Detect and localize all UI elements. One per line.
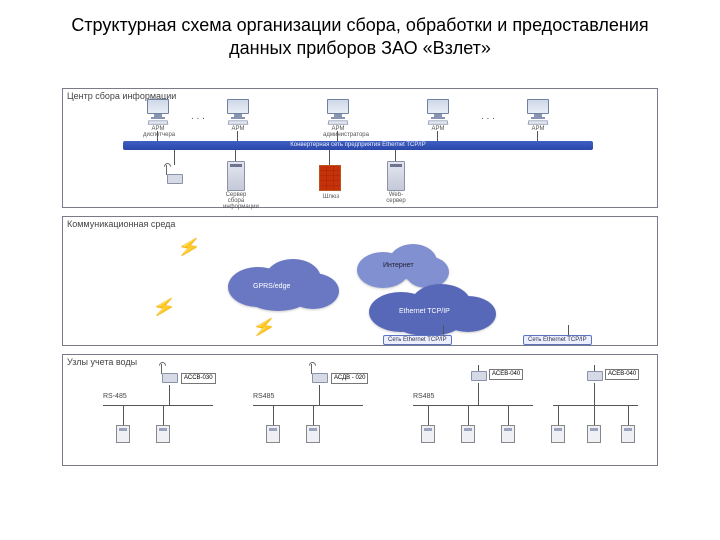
cloud-label: GPRS/edge [253,283,290,290]
cloud-icon: GPRS/edge [223,257,343,317]
workstation-icon: АРМ диспетчера [143,99,173,138]
server-icon: Сервер сбора информации [223,161,249,210]
node: АСДВ - 020 RS485 [253,365,383,460]
device-icon [587,425,601,443]
lightning-icon: ⚡ [251,315,277,340]
ellipsis-icon: . . . [191,111,205,122]
section-middle: Коммуникационная среда GPRS/edge Интерне… [62,216,658,346]
ethernet-segment: Сеть Ethernet TCP/IP [383,335,452,345]
workstation-label: АРМ [223,126,253,132]
firewall-label: Шлюз [313,194,349,200]
workstation-icon: АРМ администратора [323,99,353,138]
cloud-label: Интернет [383,262,414,269]
server-icon: Web-сервер [383,161,409,204]
device-icon [621,425,635,443]
section-top: Центр сбора информации АРМ диспетчера . … [62,88,658,208]
page-title: Структурная схема организации сбора, обр… [0,0,720,69]
node: АССВ-030 RS-485 [103,365,233,460]
device-icon [421,425,435,443]
adapter-icon [308,373,332,383]
bus-label: RS-485 [103,393,127,400]
server-label: Web-сервер [383,192,409,204]
node: АСЕВ-040 [543,365,653,460]
device-icon [266,425,280,443]
adapter-icon [583,371,607,381]
ellipsis-icon: . . . [481,111,495,122]
device-icon [551,425,565,443]
workstation-label: АРМ [523,126,553,132]
network-bus-label: Конвертерная сеть предприятия Ethernet T… [123,142,593,148]
adapter-label: АССВ-030 [181,373,216,384]
device-icon [461,425,475,443]
section-middle-label: Коммуникационная среда [67,219,175,229]
workstation-icon: АРМ [523,99,553,132]
cloud-icon: Ethernet TCP/IP [363,282,503,342]
modem-icon [163,174,187,184]
lightning-icon: ⚡ [176,235,202,260]
bus-label: RS485 [253,393,274,400]
workstation-label: АРМ администратора [323,126,353,138]
adapter-label: АСДВ - 020 [331,373,368,384]
section-bottom: Узлы учета воды АССВ-030 RS-485 АСДВ - 0… [62,354,658,466]
diagram-root: Центр сбора информации АРМ диспетчера . … [62,88,658,508]
adapter-label: АСЕВ-040 [489,369,523,380]
workstation-icon: АРМ [223,99,253,132]
server-label: Сервер сбора информации [223,192,249,210]
lightning-icon: ⚡ [151,295,177,320]
network-bus: Конвертерная сеть предприятия Ethernet T… [123,141,593,150]
adapter-label: АСЕВ-040 [605,369,639,380]
device-icon [501,425,515,443]
node: АСЕВ-040 RS485 [413,365,543,460]
workstation-label: АРМ диспетчера [143,126,173,138]
workstation-label: АРМ [423,126,453,132]
device-icon [156,425,170,443]
device-icon [116,425,130,443]
ethernet-segment: Сеть Ethernet TCP/IP [523,335,592,345]
adapter-icon [158,373,182,383]
workstation-icon: АРМ [423,99,453,132]
device-icon [306,425,320,443]
firewall-icon [319,165,341,191]
bus-label: RS485 [413,393,434,400]
cloud-label: Ethernet TCP/IP [399,308,450,315]
adapter-icon [467,371,491,381]
